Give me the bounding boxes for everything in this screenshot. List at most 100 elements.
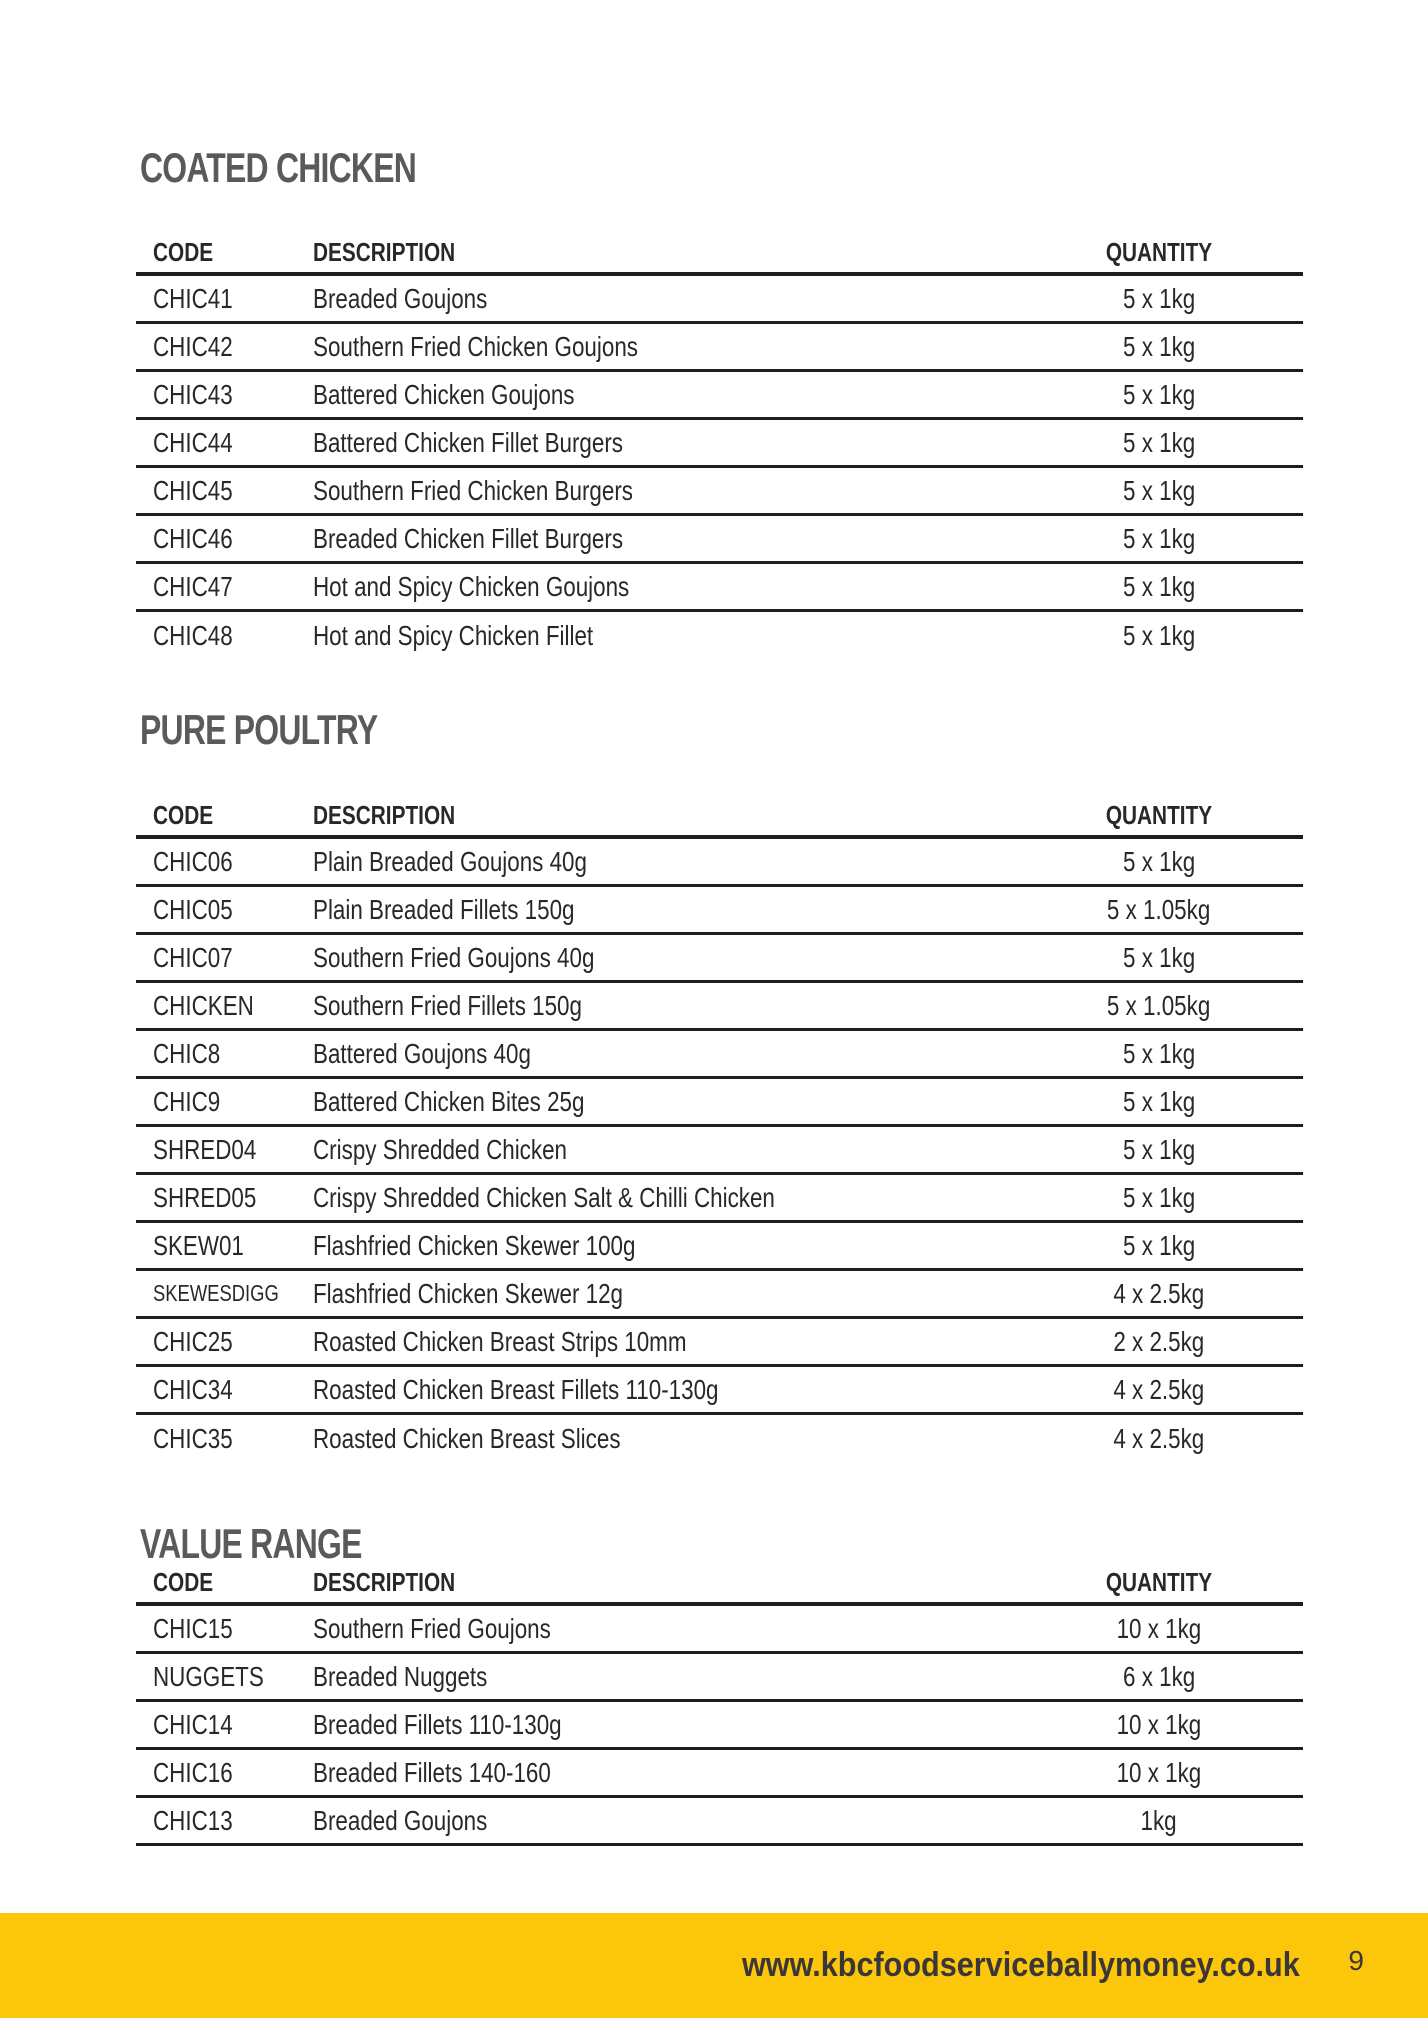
code-cell: CHIC45 — [153, 468, 253, 513]
quantity-cell-text: 1kg — [1140, 1804, 1178, 1836]
table-row: CHIC07 Southern Fried Goujons 40g 5 x 1kg — [136, 935, 1303, 983]
code-cell-text: CHIC06 — [153, 845, 233, 877]
quantity-cell-text: 4 x 2.5kg — [1113, 1277, 1205, 1309]
quantity-cell: 5 x 1kg — [1015, 1223, 1303, 1268]
code-cell-text: CHIC43 — [153, 378, 233, 410]
code-cell-text: CHIC41 — [153, 282, 233, 314]
quantity-cell: 5 x 1kg — [1015, 1175, 1303, 1220]
description-cell: Roasted Chicken Breast Slices — [313, 1415, 697, 1463]
description-cell: Flashfried Chicken Skewer 12g — [313, 1271, 701, 1316]
code-cell: SKEW01 — [153, 1223, 267, 1268]
code-cell: SHRED05 — [153, 1175, 282, 1220]
quantity-cell-text: 2 x 2.5kg — [1113, 1325, 1205, 1357]
code-cell-text: CHIC14 — [153, 1708, 233, 1740]
description-cell: Breaded Goujons — [313, 1798, 531, 1843]
quantity-cell-text: 4 x 2.5kg — [1113, 1423, 1205, 1454]
table-header-row: CODE DESCRIPTION QUANTITY — [136, 1564, 1303, 1606]
code-cell: CHIC42 — [153, 324, 253, 369]
code-cell: CHIC43 — [153, 372, 253, 417]
column-header-quantity: QUANTITY — [1105, 800, 1213, 830]
table-row: SHRED05 Crispy Shredded Chicken Salt & Ch… — [136, 1175, 1303, 1223]
quantity-cell-text: 5 x 1kg — [1122, 282, 1196, 314]
column-header-description: DESCRIPTION — [313, 1567, 456, 1597]
description-cell: Breaded Goujons — [313, 276, 531, 321]
code-cell-text: CHIC48 — [153, 620, 233, 651]
code-cell: CHIC07 — [153, 935, 253, 980]
column-header-code: CODE — [153, 237, 214, 267]
table-row: CHIC16 Breaded Fillets 140-160 10 x 1kg — [136, 1750, 1303, 1798]
code-cell-text: SKEW01 — [153, 1229, 244, 1261]
code-cell: CHIC15 — [153, 1606, 253, 1651]
description-cell-text: Southern Fried Chicken Goujons — [313, 330, 638, 362]
quantity-cell-text: 5 x 1.05kg — [1107, 893, 1211, 925]
quantity-cell: 6 x 1kg — [1015, 1654, 1303, 1699]
table-row: CHIC8 Battered Goujons 40g 5 x 1kg — [136, 1031, 1303, 1079]
quantity-cell-text: 5 x 1kg — [1122, 378, 1196, 410]
quantity-cell-text: 5 x 1kg — [1122, 330, 1196, 362]
code-cell: CHIC48 — [153, 612, 253, 660]
quantity-cell: 10 x 1kg — [1015, 1702, 1303, 1747]
table-row: CHIC13 Breaded Goujons 1kg — [136, 1798, 1303, 1846]
table-row: CHIC05 Plain Breaded Fillets 150g 5 x 1.05… — [136, 887, 1303, 935]
code-cell-text: CHIC25 — [153, 1325, 233, 1357]
table-row: CHIC35 Roasted Chicken Breast Slices 4 x 2… — [136, 1415, 1303, 1463]
description-cell-text: Hot and Spicy Chicken Goujons — [313, 570, 630, 602]
code-cell-text: CHIC47 — [153, 570, 233, 602]
description-cell: Battered Chicken Goujons — [313, 372, 640, 417]
quantity-cell: 5 x 1.05kg — [1015, 983, 1303, 1028]
code-cell: NUGGETS — [153, 1654, 291, 1699]
code-cell-text: CHIC35 — [153, 1423, 233, 1454]
code-cell: CHIC8 — [153, 1031, 237, 1076]
quantity-cell: 5 x 1kg — [1015, 324, 1303, 369]
description-cell-text: Plain Breaded Goujons 40g — [313, 845, 587, 877]
code-cell-text: CHIC16 — [153, 1756, 233, 1788]
table-row: CHIC42 Southern Fried Chicken Goujons 5 x … — [136, 324, 1303, 372]
code-cell: CHIC06 — [153, 839, 253, 884]
quantity-cell-text: 5 x 1.05kg — [1107, 989, 1211, 1021]
quantity-cell-text: 5 x 1kg — [1122, 570, 1196, 602]
code-cell-text: CHIC07 — [153, 941, 233, 973]
description-cell: Hot and Spicy Chicken Goujons — [313, 564, 708, 609]
code-cell: CHIC44 — [153, 420, 253, 465]
description-cell: Breaded Fillets 110-130g — [313, 1702, 624, 1747]
quantity-cell-text: 5 x 1kg — [1122, 522, 1196, 554]
quantity-cell: 5 x 1kg — [1015, 612, 1303, 660]
quantity-cell-text: 5 x 1kg — [1122, 1037, 1196, 1069]
table-row: CHIC41 Breaded Goujons 5 x 1kg — [136, 276, 1303, 324]
table-row: CHIC9 Battered Chicken Bites 25g 5 x 1kg — [136, 1079, 1303, 1127]
quantity-cell: 5 x 1kg — [1015, 1127, 1303, 1172]
code-cell-text: CHIC15 — [153, 1612, 233, 1644]
description-cell: Flashfried Chicken Skewer 100g — [313, 1223, 716, 1268]
code-cell-text: CHIC42 — [153, 330, 233, 362]
quantity-cell: 5 x 1kg — [1015, 276, 1303, 321]
quantity-cell-text: 5 x 1kg — [1122, 1085, 1196, 1117]
description-cell-text: Battered Chicken Goujons — [313, 378, 575, 410]
description-cell-text: Plain Breaded Fillets 150g — [313, 893, 575, 925]
table-row: CHIC47 Hot and Spicy Chicken Goujons 5 x 1… — [136, 564, 1303, 612]
code-cell: CHIC34 — [153, 1367, 253, 1412]
code-cell: CHICKEN — [153, 983, 279, 1028]
table-row: CHIC14 Breaded Fillets 110-130g 10 x 1kg — [136, 1702, 1303, 1750]
code-cell-text: CHICKEN — [153, 989, 254, 1021]
description-cell: Crispy Shredded Chicken — [313, 1127, 631, 1172]
table-row: CHIC46 Breaded Chicken Fillet Burgers 5 x … — [136, 516, 1303, 564]
description-cell-text: Southern Fried Fillets 150g — [313, 989, 582, 1021]
quantity-cell-text: 5 x 1kg — [1122, 620, 1196, 651]
quantity-cell-text: 6 x 1kg — [1122, 1660, 1196, 1692]
code-cell: CHIC25 — [153, 1319, 253, 1364]
description-cell-text: Hot and Spicy Chicken Fillet — [313, 620, 594, 651]
quantity-cell: 5 x 1kg — [1015, 1079, 1303, 1124]
quantity-cell: 10 x 1kg — [1015, 1750, 1303, 1795]
description-cell-text: Flashfried Chicken Skewer 100g — [313, 1229, 636, 1261]
table-row: CHIC45 Southern Fried Chicken Burgers 5 x … — [136, 468, 1303, 516]
products-table-value-range: CODE DESCRIPTION QUANTITY CHIC15 Southern Fr… — [136, 1564, 1303, 1846]
code-cell-text: NUGGETS — [153, 1660, 264, 1692]
code-cell: CHIC35 — [153, 1415, 253, 1463]
quantity-cell-text: 5 x 1kg — [1122, 474, 1196, 506]
quantity-cell-text: 4 x 2.5kg — [1113, 1373, 1205, 1405]
description-cell-text: Breaded Fillets 110-130g — [313, 1708, 562, 1740]
description-cell-text: Flashfried Chicken Skewer 12g — [313, 1277, 624, 1309]
footer-bar: www.kbcfoodserviceballymoney.co.uk 9 — [0, 1913, 1428, 2018]
page-number: 9 — [1348, 1945, 1364, 1976]
